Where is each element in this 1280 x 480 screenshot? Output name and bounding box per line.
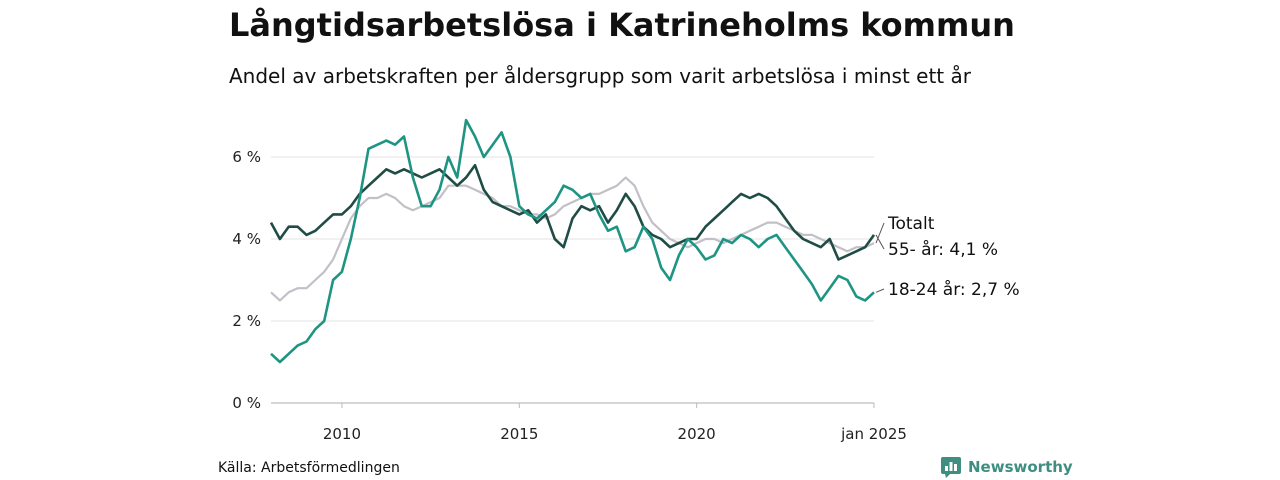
newsworthy-logo-icon bbox=[941, 457, 961, 478]
x-tick-label: 2020 bbox=[678, 425, 716, 443]
y-tick-label: 4 % bbox=[232, 230, 261, 248]
label-leader bbox=[875, 234, 885, 250]
y-axis-ticks: 0 % 2 % 4 % 6 % bbox=[232, 148, 261, 412]
series-end-label-totalt: Totalt bbox=[887, 214, 935, 234]
y-tick-label: 0 % bbox=[232, 394, 261, 412]
end-labels: Totalt 55- år: 4,1 % 18-24 år: 2,7 % bbox=[875, 214, 1020, 300]
label-leader bbox=[875, 288, 885, 293]
grid-lines bbox=[271, 156, 874, 404]
series-end-label-55-r: 55- år: 4,1 % bbox=[888, 239, 998, 260]
x-tick-label: 2010 bbox=[323, 425, 361, 443]
brand-name: Newsworthy bbox=[968, 458, 1073, 476]
y-tick-label: 6 % bbox=[232, 148, 261, 166]
series-line-55-r bbox=[269, 163, 876, 261]
series-line-totalt bbox=[270, 176, 875, 302]
brand-logo[interactable]: Newsworthy bbox=[940, 456, 1073, 478]
series-end-label-18-24-r: 18-24 år: 2,7 % bbox=[888, 279, 1020, 300]
series-line-18-24-r bbox=[270, 118, 875, 364]
y-tick-label: 2 % bbox=[232, 312, 261, 330]
x-axis-ticks: 2010 2015 2020 jan 2025 bbox=[323, 403, 907, 443]
series-lines bbox=[269, 118, 876, 364]
x-tick-label: jan 2025 bbox=[840, 425, 907, 443]
source-note: Källa: Arbetsförmedlingen bbox=[218, 460, 400, 476]
label-leader bbox=[875, 222, 885, 244]
x-tick-label: 2015 bbox=[500, 425, 538, 443]
chart-subtitle: Andel av arbetskraften per åldersgrupp s… bbox=[229, 64, 971, 88]
chart-title: Långtidsarbetslösa i Katrineholms kommun bbox=[229, 6, 1015, 44]
